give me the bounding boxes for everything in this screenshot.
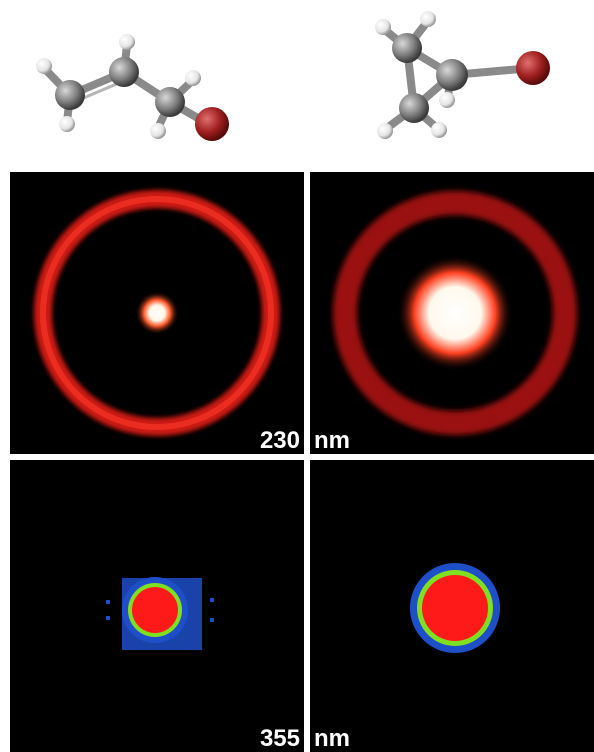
molecule-structures xyxy=(0,0,594,172)
wavelength-value-230: 230 xyxy=(259,427,300,454)
allyl-bromide-molecule xyxy=(0,0,297,172)
wavelength-unit-355: nm xyxy=(314,725,350,752)
wavelength-value-355: 355 xyxy=(259,725,300,752)
image-355nm-allyl xyxy=(10,460,304,752)
cyclopropyl-bromide-molecule xyxy=(297,0,594,172)
wavelength-unit-230: nm xyxy=(314,427,350,454)
image-230nm-cyclopropyl xyxy=(310,172,594,454)
image-355nm-cyclopropyl xyxy=(310,460,594,752)
image-230nm-allyl xyxy=(10,172,304,454)
